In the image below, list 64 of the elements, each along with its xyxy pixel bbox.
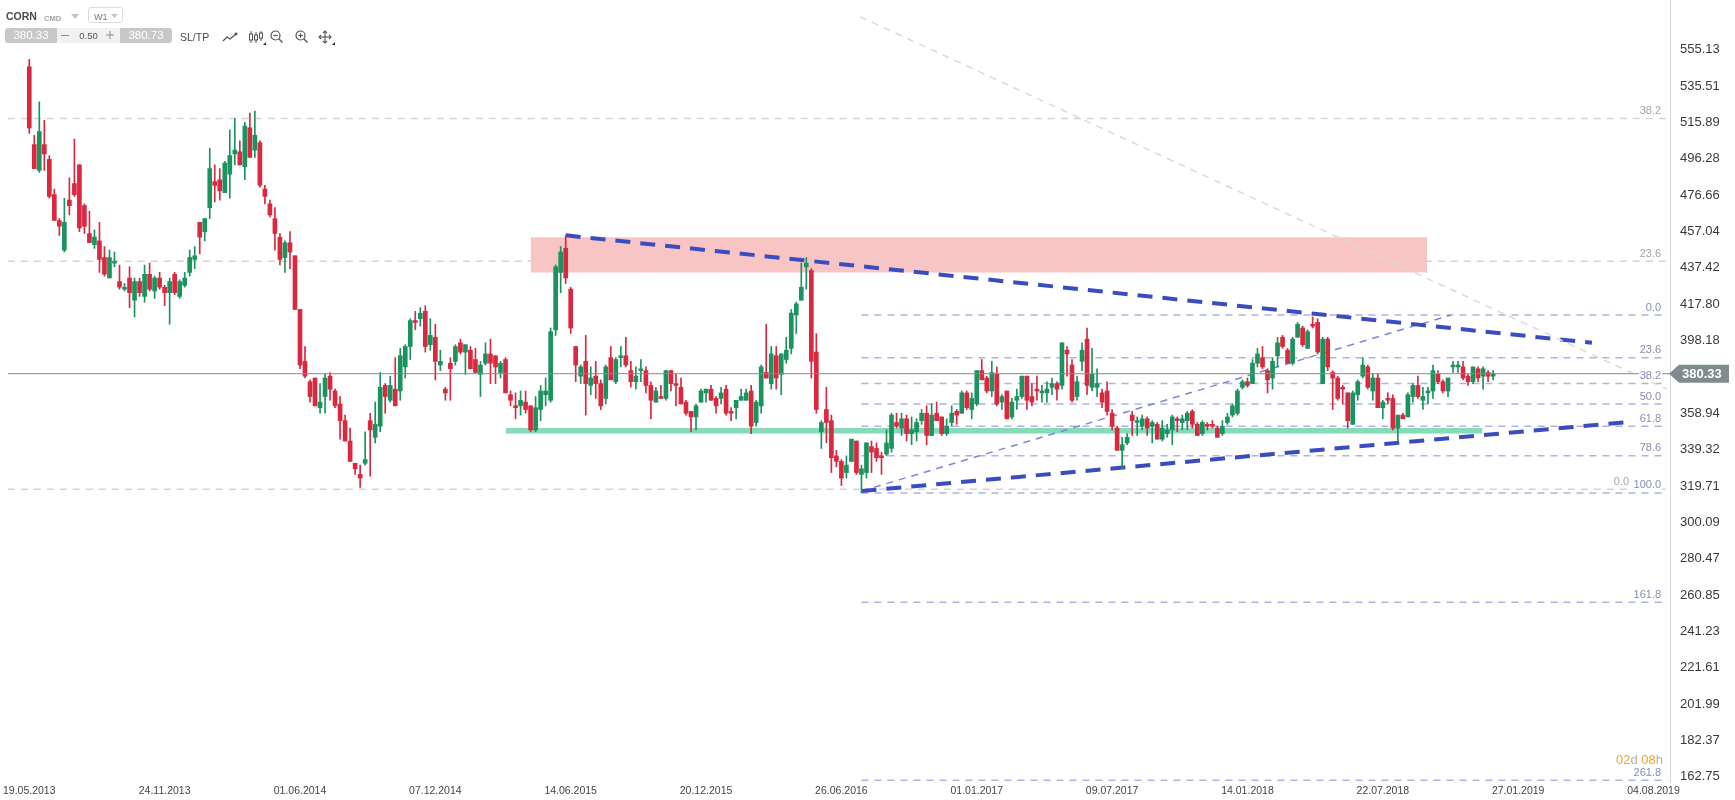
candlestick [1420,386,1426,410]
y-tick-label: 398.18 [1680,332,1720,348]
x-tick-label: 01.06.2014 [273,784,327,797]
y-tick-label: 260.85 [1680,586,1720,602]
annotation: 0.50 [79,30,98,41]
text: CORN [6,10,37,22]
series-label: 161.8 [1633,587,1662,600]
candlestick [212,164,218,203]
y-tick-label: 417.80 [1680,295,1720,311]
x-tick-label: 26.06.2016 [815,784,868,797]
series-label: 23.6 [1639,343,1662,356]
x-tick-label: 24.11.2013 [138,784,191,797]
x-tick-label: 07.12.2014 [409,784,462,797]
y-tick-label: 241.23 [1680,623,1720,639]
y-tick-label: 358.94 [1680,404,1720,420]
series-label: 23.6 [1639,246,1662,259]
series-label: 78.6 [1639,441,1662,454]
y-tick-label: 457.04 [1680,223,1720,239]
candlestick [412,310,418,331]
x-tick-label: 09.07.2017 [1085,784,1139,797]
x-tick-label: 14.06.2015 [544,784,598,797]
x-tick-label: 27.01.2019 [1491,784,1545,797]
series-label: 261.8 [1633,765,1662,778]
y-tick-label: 437.42 [1680,259,1720,275]
candlestick [638,359,644,383]
candlestick [1149,420,1155,444]
y-tick-label: 300.09 [1680,513,1720,529]
series-label: 50.0 [1639,389,1662,402]
candlestick [954,409,960,425]
y-tick-label: 221.61 [1680,659,1720,675]
annotation: 02d 08h [1615,752,1663,767]
series-label: 38.2 [1639,369,1662,382]
x-tick-label: 22.07.2018 [1356,784,1410,797]
ref-line-label: 380.33 [1682,366,1722,382]
x-tick-label: 04.08.2019 [1627,784,1680,797]
x-tick-label: 19.05.2013 [2,784,56,797]
candlestick [658,385,664,399]
y-tick-label: 515.89 [1680,114,1720,130]
y-tick-label: 319.71 [1680,477,1720,493]
candlestick [1094,368,1100,397]
y-tick-label: 280.47 [1680,550,1720,566]
x-tick-label: 14.01.2018 [1221,784,1274,797]
candlestick [41,120,47,171]
series-label: 0.0 [1613,474,1630,487]
annotation: W1 [94,12,108,22]
y-tick-label: 535.51 [1680,77,1720,93]
candlestick [1174,416,1180,433]
y-tick-label: 496.28 [1680,150,1720,166]
y-tick-label: 201.99 [1680,695,1720,711]
candlestick [1119,437,1125,470]
annotation: SL/TP [180,31,210,43]
candlestick [673,373,679,407]
series-label: 38.2 [1639,104,1662,117]
y-tick-label: 182.37 [1680,732,1720,748]
candlestick [362,431,368,466]
y-tick-label: 339.32 [1680,441,1720,457]
y-tick-label: 555.13 [1680,41,1720,57]
series-label: 61.8 [1639,411,1662,424]
series-label: 0.0 [1645,300,1662,313]
series-label: 100.0 [1633,478,1662,491]
x-tick-label: 20.12.2015 [679,784,733,797]
y-tick-label: 476.66 [1680,186,1720,202]
x-tick-label: 01.01.2017 [950,784,1004,797]
y-tick-label: 162.75 [1680,768,1720,784]
